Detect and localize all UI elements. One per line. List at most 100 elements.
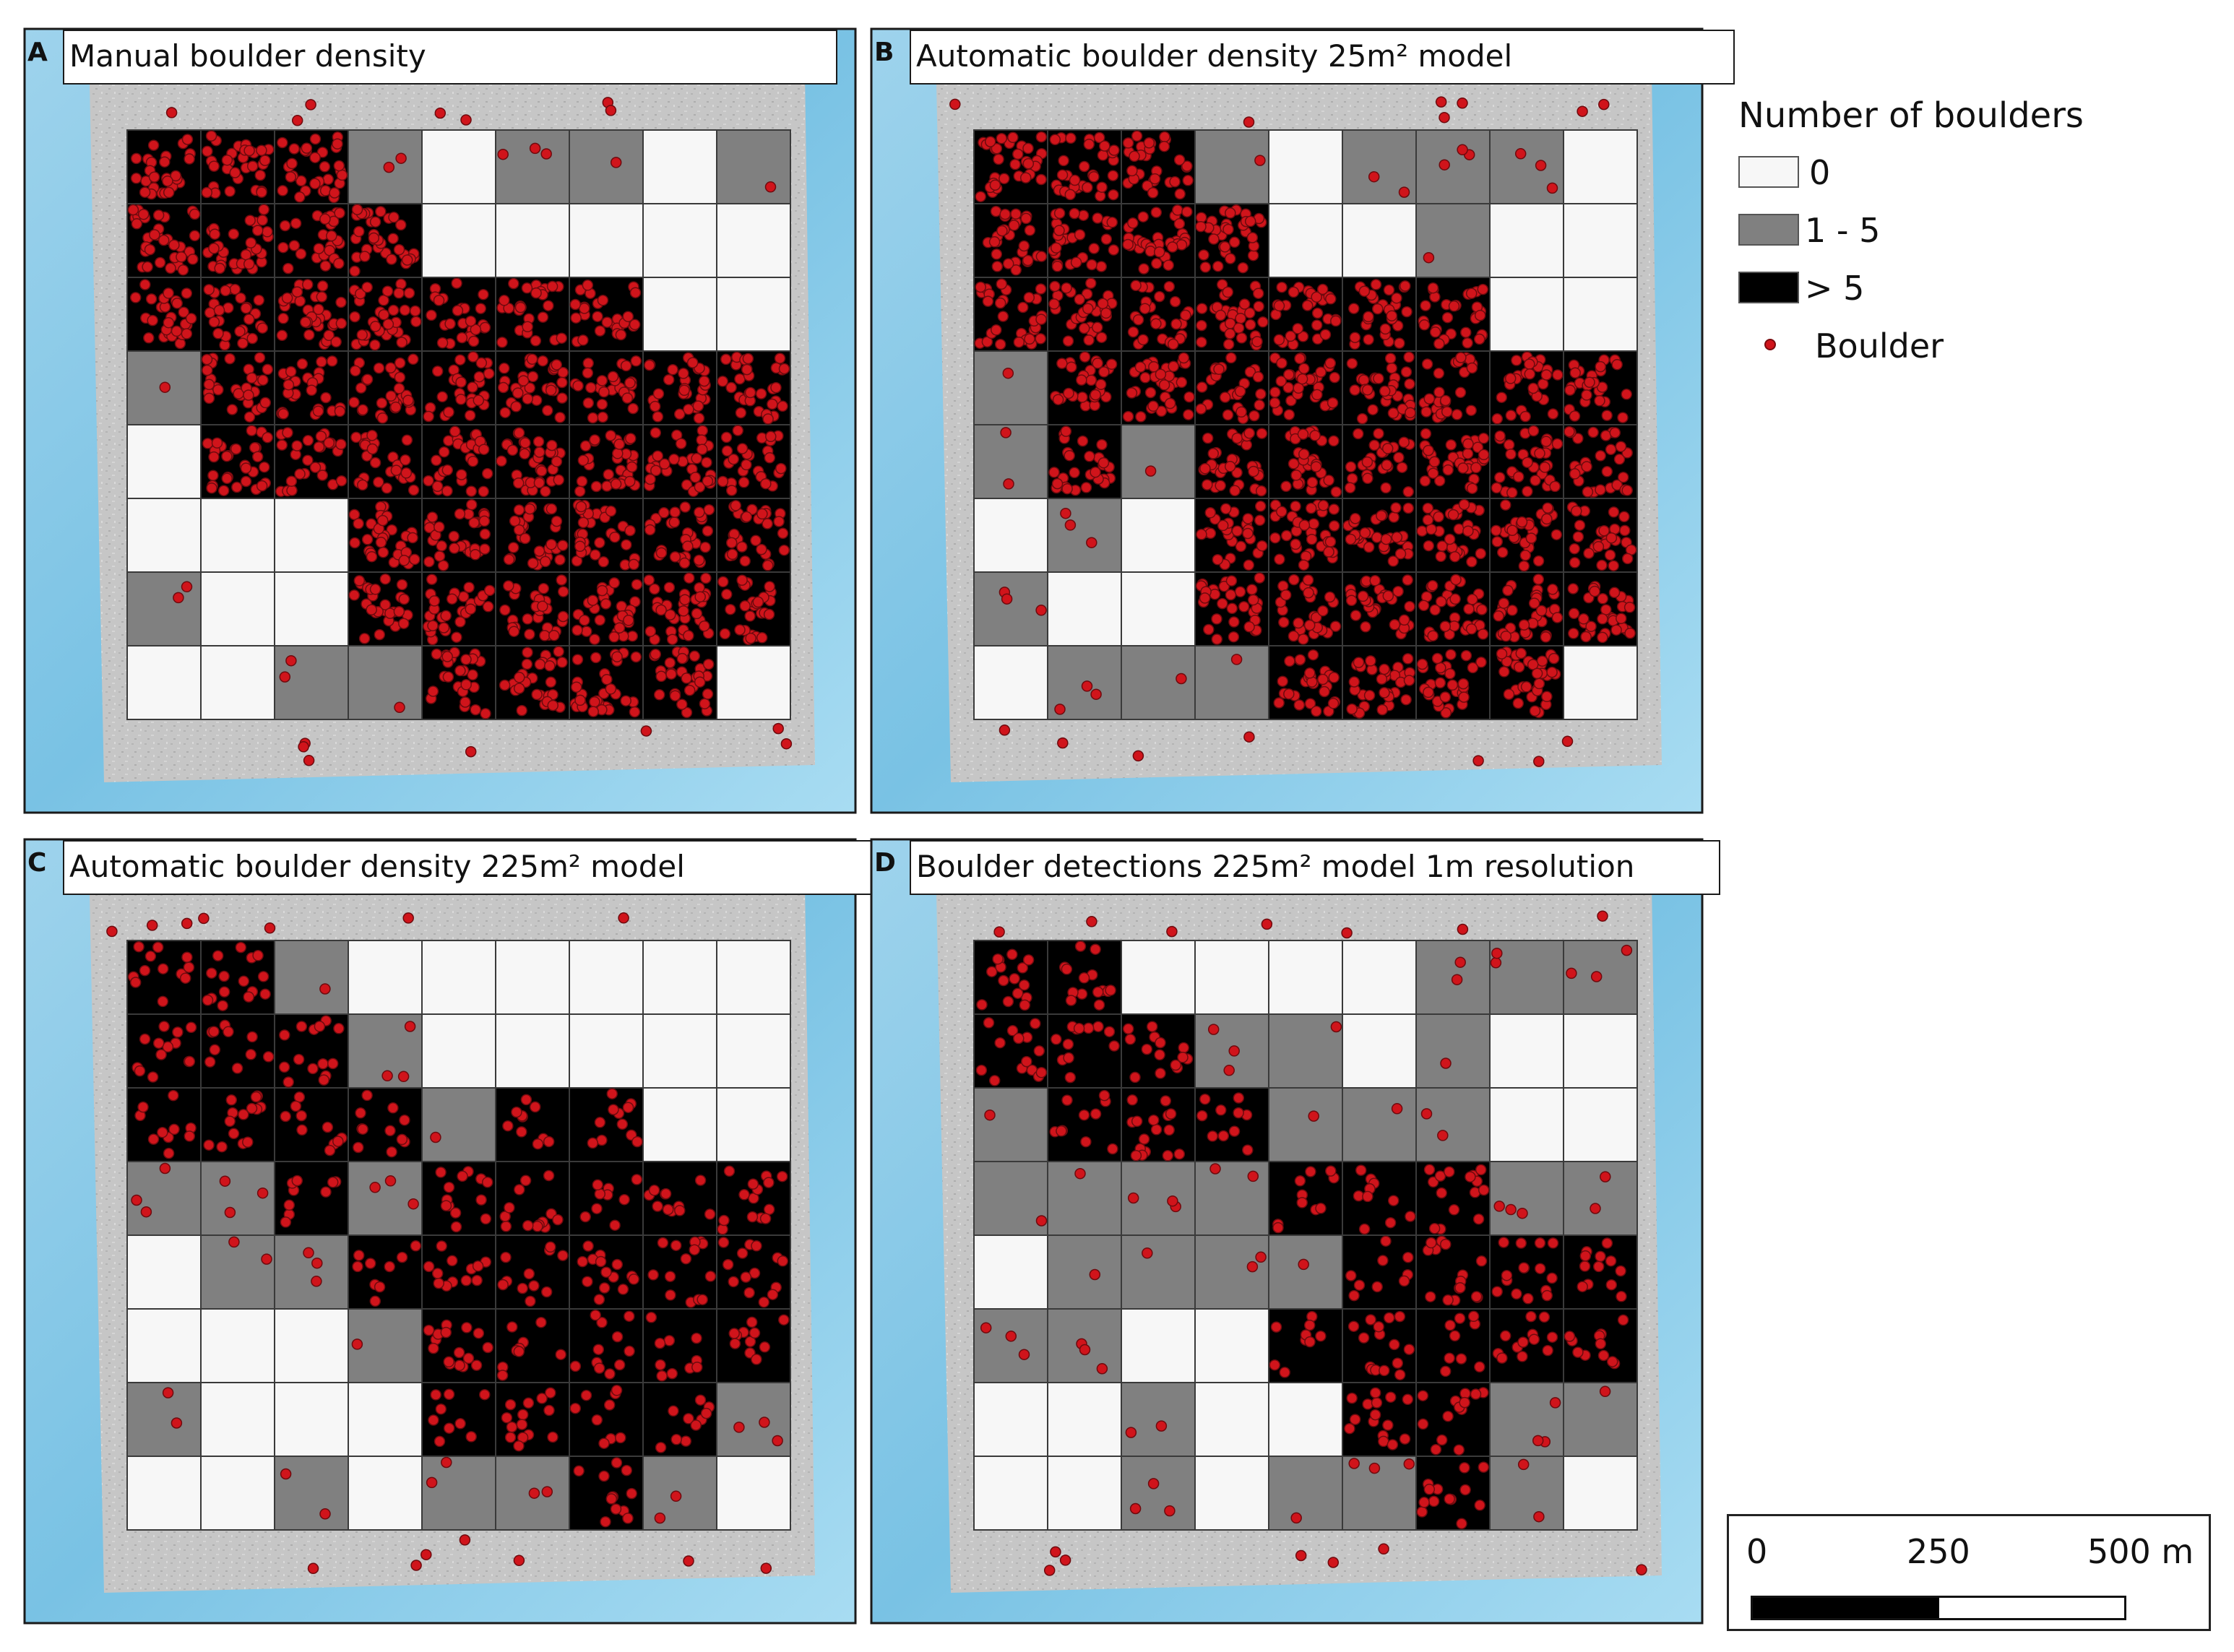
boulder-point bbox=[316, 280, 329, 292]
boulder-point bbox=[1399, 1433, 1411, 1445]
boulder-point bbox=[1330, 486, 1342, 498]
boulder-point bbox=[1057, 737, 1069, 749]
boulder-point bbox=[306, 384, 317, 397]
boulder-point bbox=[185, 313, 197, 324]
boulder-point bbox=[496, 1370, 509, 1381]
panel-title: Boulder detections 225m² model 1m resolu… bbox=[916, 849, 1634, 884]
boulder-point bbox=[1528, 1333, 1540, 1345]
boulder-point bbox=[512, 387, 524, 399]
boulder-point bbox=[1225, 575, 1238, 587]
boulder-point bbox=[1362, 1190, 1373, 1203]
boulder-point bbox=[644, 626, 657, 637]
boulder-point bbox=[181, 328, 193, 340]
boulder-point bbox=[376, 412, 389, 424]
boulder-point bbox=[1373, 373, 1384, 384]
boulder-point bbox=[187, 254, 199, 265]
boulder-point bbox=[1583, 548, 1595, 559]
boulder-point bbox=[1163, 259, 1174, 271]
boulder-point bbox=[1196, 529, 1207, 540]
boulder-point bbox=[1076, 374, 1087, 386]
boulder-point bbox=[1155, 1420, 1168, 1432]
boulder-point bbox=[739, 555, 751, 567]
boulder-point bbox=[1329, 371, 1340, 384]
boulder-point bbox=[1391, 292, 1402, 304]
legend-label-zero: 0 bbox=[1809, 153, 1831, 192]
boulder-point bbox=[1018, 1349, 1030, 1360]
boulder-point bbox=[1142, 1247, 1153, 1259]
boulder-point bbox=[1244, 307, 1256, 319]
boulder-point bbox=[1208, 233, 1220, 245]
boulder-point bbox=[1198, 249, 1209, 261]
boulder-point bbox=[1371, 532, 1383, 543]
grid-cell bbox=[642, 277, 717, 352]
boulder-point bbox=[1595, 450, 1606, 462]
boulder-point bbox=[1294, 353, 1306, 365]
grid-cell bbox=[1342, 940, 1417, 1015]
boulder-point bbox=[478, 288, 489, 300]
boulder-point bbox=[532, 1138, 544, 1150]
boulder-point bbox=[670, 1240, 682, 1251]
boulder-point bbox=[375, 537, 387, 548]
grid-cell bbox=[716, 277, 791, 352]
boulder-point bbox=[514, 672, 525, 683]
boulder-point bbox=[1601, 466, 1613, 477]
boulder-point bbox=[1092, 358, 1103, 369]
boulder-point bbox=[443, 406, 454, 418]
boulder-point bbox=[745, 632, 756, 644]
boulder-point bbox=[309, 178, 321, 190]
boulder-point bbox=[373, 362, 385, 374]
boulder-point bbox=[1254, 572, 1266, 584]
grid-cell bbox=[1342, 1161, 1417, 1236]
boulder-point bbox=[1445, 649, 1457, 660]
boulder-point bbox=[1584, 376, 1595, 388]
boulder-point bbox=[1296, 373, 1308, 385]
grid-cell bbox=[973, 645, 1048, 720]
boulder-point bbox=[1418, 1497, 1430, 1508]
boulder-point bbox=[1294, 654, 1306, 665]
boulder-point bbox=[277, 408, 289, 420]
boulder-point bbox=[643, 574, 655, 586]
boulder-point bbox=[546, 280, 558, 293]
boulder-point bbox=[385, 390, 397, 402]
grid-cell bbox=[973, 498, 1048, 573]
boulder-point bbox=[547, 699, 558, 712]
boulder-point bbox=[1269, 397, 1281, 409]
boulder-point bbox=[168, 1089, 179, 1102]
boulder-point bbox=[758, 1296, 770, 1308]
boulder-point bbox=[127, 204, 139, 216]
boulder-point bbox=[999, 208, 1011, 220]
boulder-point bbox=[1176, 673, 1187, 685]
boulder-point bbox=[1248, 465, 1259, 477]
boulder-point bbox=[608, 577, 620, 589]
boulder-point bbox=[1496, 546, 1509, 558]
boulder-point bbox=[675, 438, 687, 449]
boulder-point bbox=[582, 358, 594, 369]
boulder-point bbox=[765, 431, 777, 443]
boulder-point bbox=[1466, 362, 1478, 374]
boulder-point bbox=[520, 1094, 532, 1106]
boulder-point bbox=[613, 438, 625, 450]
boulder-point bbox=[369, 339, 381, 351]
boulder-point bbox=[1587, 426, 1599, 438]
boulder-point bbox=[442, 671, 454, 683]
boulder-point bbox=[204, 307, 216, 319]
boulder-point bbox=[1086, 537, 1097, 548]
boulder-point bbox=[279, 220, 291, 232]
boulder-point bbox=[1605, 1279, 1618, 1291]
boulder-point bbox=[357, 404, 368, 416]
boulder-point bbox=[353, 1141, 364, 1154]
boulder-point bbox=[1255, 388, 1267, 400]
boulder-point bbox=[1353, 657, 1365, 668]
boulder-point bbox=[623, 615, 634, 626]
boulder-point bbox=[467, 335, 480, 347]
boulder-point bbox=[660, 1188, 672, 1200]
boulder-point bbox=[1493, 1201, 1505, 1212]
map-panel-b: B Automatic boulder density 25m² model bbox=[870, 27, 1735, 814]
boulder-point bbox=[320, 392, 332, 404]
boulder-point bbox=[998, 974, 1009, 987]
boulder-point bbox=[1564, 425, 1575, 438]
boulder-point bbox=[440, 610, 452, 622]
boulder-point bbox=[1429, 326, 1441, 338]
boulder-point bbox=[1465, 1171, 1476, 1182]
boulder-point bbox=[764, 181, 777, 193]
